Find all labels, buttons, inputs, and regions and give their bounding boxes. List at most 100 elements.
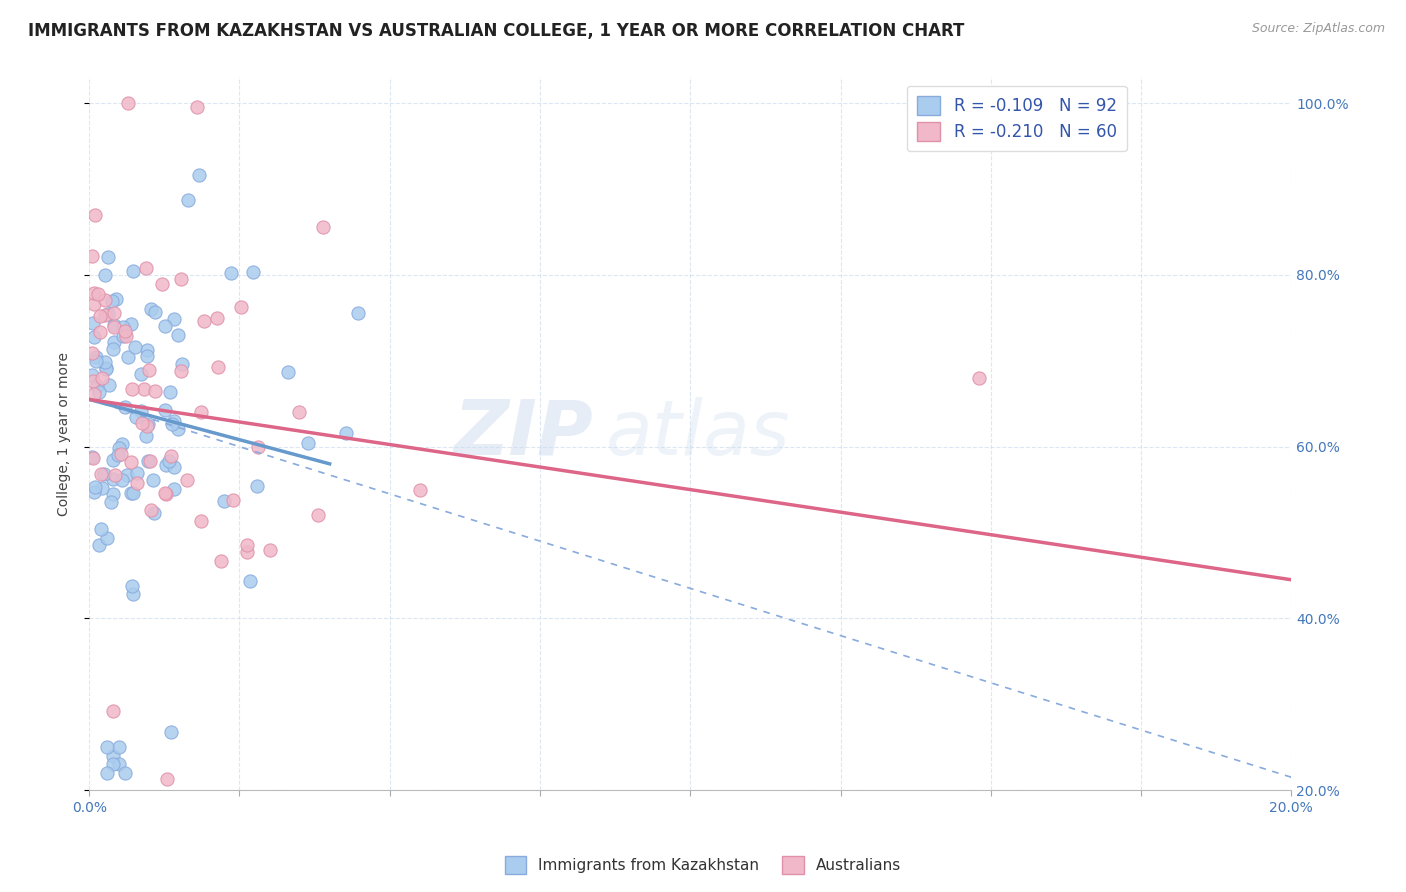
Point: [136, 418, 159, 433]
Point: [167, 422, 190, 436]
Point: [125, 475, 148, 490]
Point: [96, 531, 118, 545]
Point: [114, 324, 136, 338]
Point: [143, 384, 166, 398]
Point: [190, 514, 212, 528]
Point: [186, 99, 208, 113]
Point: [205, 310, 228, 325]
Point: [94, 360, 117, 375]
Point: [103, 342, 125, 356]
Point: [111, 473, 134, 487]
Point: [125, 466, 148, 480]
Point: [239, 574, 262, 588]
Point: [236, 538, 259, 552]
Point: [84, 208, 107, 222]
Point: [86, 378, 108, 392]
Point: [97, 307, 120, 321]
Point: [108, 757, 131, 772]
Text: IMMIGRANTS FROM KAZAKHSTAN VS AUSTRALIAN COLLEGE, 1 YEAR OR MORE CORRELATION CHA: IMMIGRANTS FROM KAZAKHSTAN VS AUSTRALIAN…: [28, 22, 965, 40]
Point: [82, 374, 104, 388]
Point: [96, 740, 118, 755]
Point: [115, 468, 138, 483]
Point: [131, 417, 153, 431]
Point: [101, 487, 124, 501]
Point: [97, 250, 120, 264]
Point: [207, 359, 229, 374]
Point: [139, 502, 162, 516]
Point: [83, 386, 105, 401]
Point: [104, 293, 127, 307]
Point: [170, 272, 193, 286]
Point: [94, 362, 117, 376]
Point: [96, 766, 118, 780]
Point: [193, 313, 215, 327]
Point: [136, 343, 159, 357]
Point: [156, 772, 179, 787]
Point: [90, 371, 112, 385]
Point: [83, 330, 105, 344]
Point: [163, 414, 186, 428]
Point: [409, 483, 432, 497]
Point: [142, 473, 165, 487]
Point: [100, 495, 122, 509]
Point: [170, 357, 193, 371]
Point: [163, 482, 186, 496]
Point: [142, 506, 165, 520]
Point: [108, 441, 131, 455]
Point: [94, 355, 117, 369]
Point: [103, 452, 125, 467]
Point: [288, 405, 311, 419]
Point: [212, 494, 235, 508]
Point: [89, 325, 111, 339]
Point: [122, 587, 145, 601]
Point: [89, 385, 111, 400]
Point: [277, 365, 299, 379]
Point: [335, 425, 357, 440]
Point: [139, 454, 162, 468]
Y-axis label: College, 1 year or more: College, 1 year or more: [58, 351, 72, 516]
Point: [246, 440, 269, 454]
Point: [967, 371, 990, 385]
Point: [94, 268, 117, 282]
Point: [122, 485, 145, 500]
Point: [103, 320, 125, 334]
Point: [82, 450, 104, 464]
Point: [177, 194, 200, 208]
Point: [159, 725, 181, 739]
Point: [112, 319, 135, 334]
Legend: R = -0.109   N = 92, R = -0.210   N = 60: R = -0.109 N = 92, R = -0.210 N = 60: [907, 86, 1126, 151]
Point: [83, 485, 105, 500]
Point: [93, 467, 115, 482]
Point: [103, 318, 125, 332]
Point: [152, 277, 174, 292]
Point: [104, 468, 127, 483]
Point: [159, 450, 181, 464]
Legend: Immigrants from Kazakhstan, Australians: Immigrants from Kazakhstan, Australians: [499, 850, 907, 880]
Point: [236, 545, 259, 559]
Point: [87, 538, 110, 552]
Point: [155, 487, 177, 501]
Point: [129, 403, 152, 417]
Point: [307, 508, 329, 523]
Point: [120, 485, 142, 500]
Point: [135, 261, 157, 276]
Point: [221, 266, 243, 280]
Point: [121, 382, 143, 396]
Point: [176, 473, 198, 487]
Point: [129, 368, 152, 382]
Point: [103, 748, 125, 763]
Point: [82, 368, 104, 383]
Point: [90, 522, 112, 536]
Point: [139, 301, 162, 316]
Point: [222, 493, 245, 508]
Point: [84, 351, 107, 365]
Point: [136, 454, 159, 468]
Point: [107, 448, 129, 462]
Point: [135, 429, 157, 443]
Point: [122, 263, 145, 277]
Point: [169, 363, 191, 377]
Point: [114, 766, 136, 780]
Point: [297, 435, 319, 450]
Point: [87, 287, 110, 301]
Point: [136, 349, 159, 363]
